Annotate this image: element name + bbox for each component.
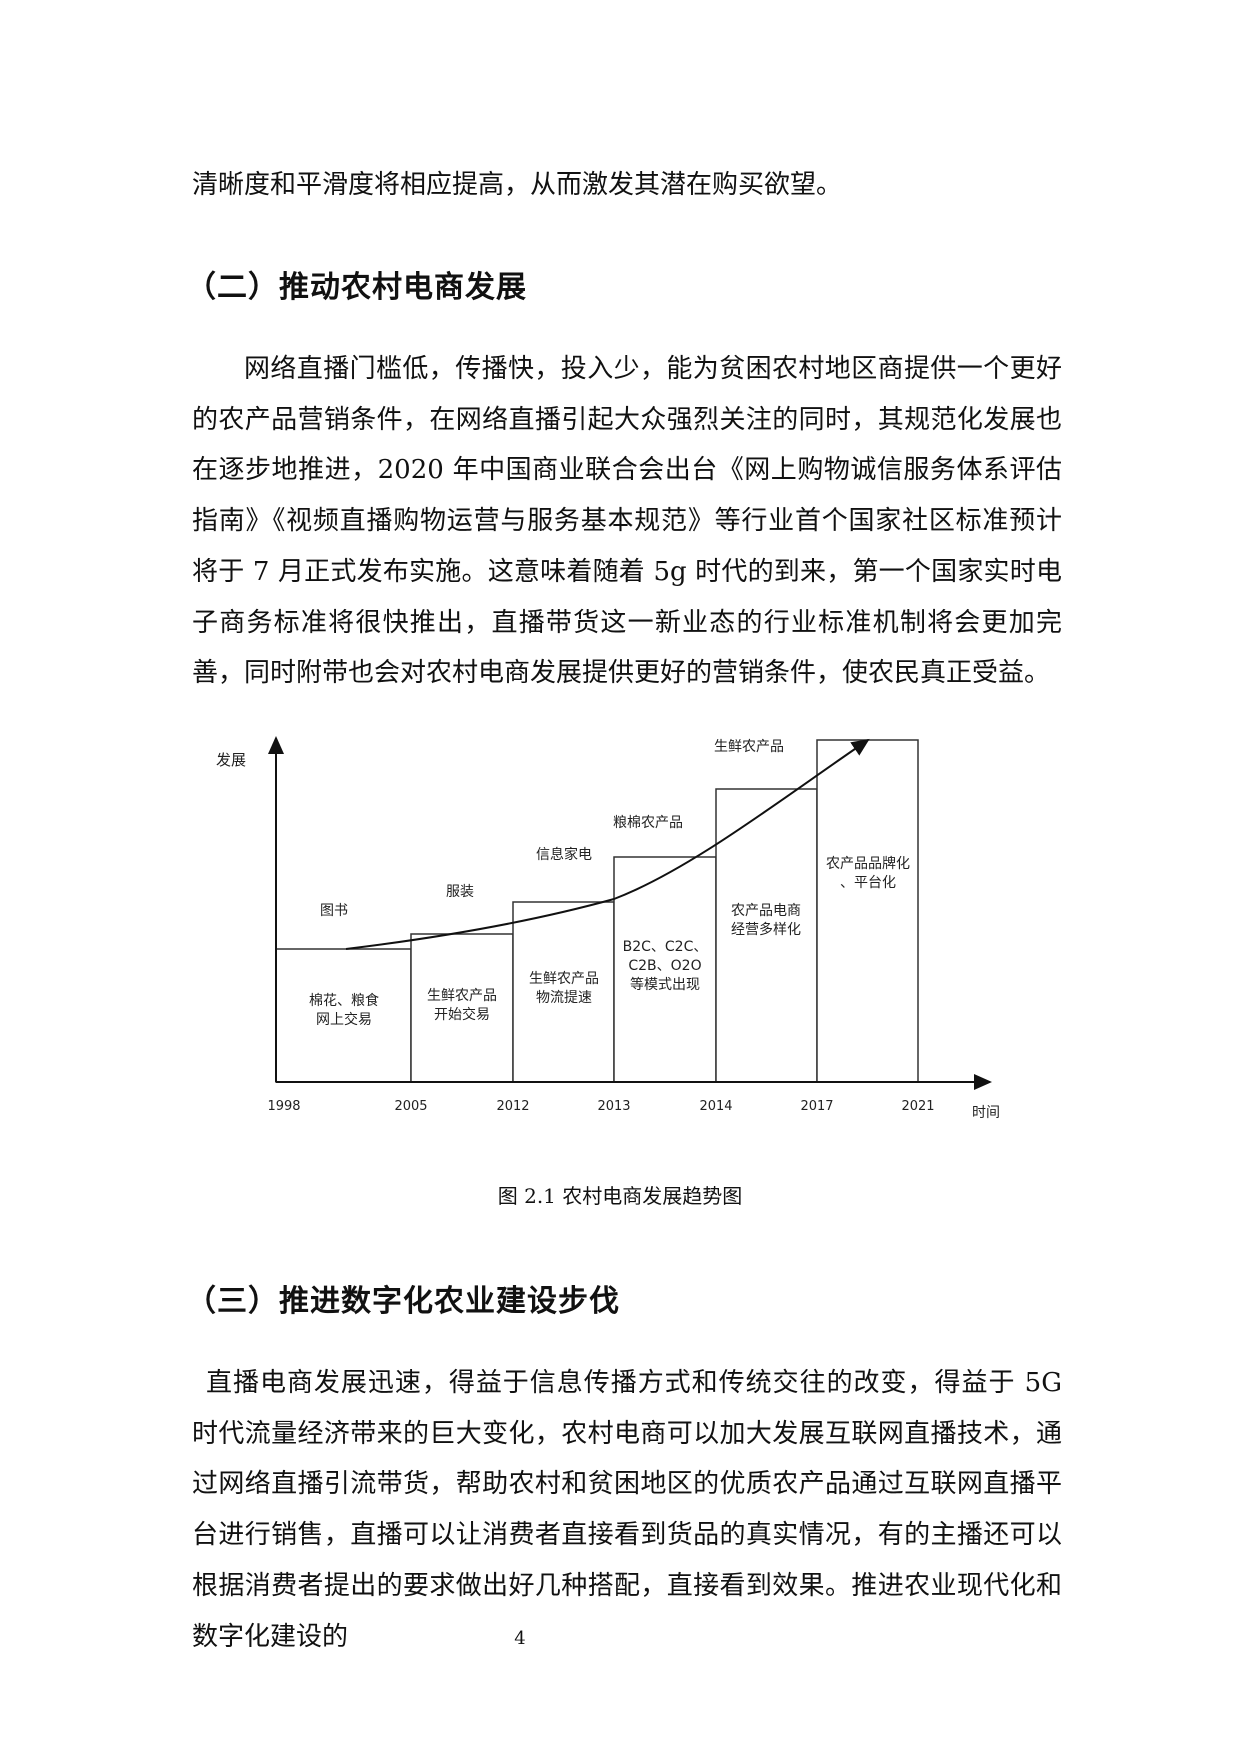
stage-box — [715, 788, 818, 1083]
stage-description: C2B、O2O — [628, 958, 701, 974]
figure-caption: 图 2.1 农村电商发展趋势图 — [497, 1184, 743, 1208]
year-tick-label: 2013 — [597, 1099, 630, 1114]
stage-top-label: 服装 — [446, 884, 474, 900]
stage-box — [613, 856, 717, 1083]
year-tick-label: 2017 — [800, 1099, 833, 1114]
stage-description: 开始交易 — [434, 1006, 490, 1023]
year-tick-label: 2021 — [901, 1099, 934, 1114]
stage-description: 、平台化 — [840, 875, 896, 891]
stage-box — [816, 739, 919, 1083]
stage-description: 农产品电商 — [731, 903, 801, 919]
stage-description: 农产品品牌化 — [826, 855, 910, 872]
page-number: 4 — [514, 1628, 526, 1649]
year-tick-label: 1998 — [267, 1099, 300, 1114]
section-3-body: 直播电商发展迅速，得益于信息传播方式和传统交往的改变，得益于 5G 时代流量经济… — [192, 1368, 1062, 1652]
paragraph-continued: 清晰度和平滑度将相应提高，从而激发其潜在购买欲望。 — [192, 170, 843, 200]
section-heading-3: （三）推进数字化农业建设步伐 — [186, 1284, 620, 1319]
x-axis-label: 时间 — [972, 1105, 1000, 1121]
year-tick-label: 2012 — [496, 1099, 529, 1114]
stage-box — [512, 901, 615, 1083]
y-axis-label: 发展 — [216, 751, 246, 769]
stage-box — [410, 933, 514, 1083]
stage-top-label: 图书 — [320, 903, 348, 919]
stage-description: 经营多样化 — [731, 921, 801, 938]
stage-description: 棉花、粮食 — [309, 992, 379, 1009]
growth-trend-curve — [345, 738, 870, 950]
stage-top-label: 粮棉农产品 — [613, 814, 683, 831]
section-2-body: 网络直播门槛低，传播快，投入少，能为贫困农村地区商提供一个更好的农产品营销条件，… — [192, 354, 1062, 689]
section-heading-2: （二）推动农村电商发展 — [186, 270, 527, 305]
year-tick-label: 2005 — [394, 1099, 427, 1114]
stage-top-label: 生鲜农产品 — [714, 739, 784, 755]
stage-description: 物流提速 — [536, 990, 592, 1006]
stage-top-label: 信息家电 — [536, 846, 592, 863]
stage-description: B2C、C2C、 — [623, 939, 708, 955]
stage-description: 生鲜农产品 — [529, 971, 599, 987]
stage-description: 网上交易 — [316, 1011, 372, 1028]
stage-description: 生鲜农产品 — [427, 988, 497, 1004]
year-tick-label: 2014 — [699, 1099, 732, 1114]
stage-description: 等模式出现 — [630, 976, 700, 993]
